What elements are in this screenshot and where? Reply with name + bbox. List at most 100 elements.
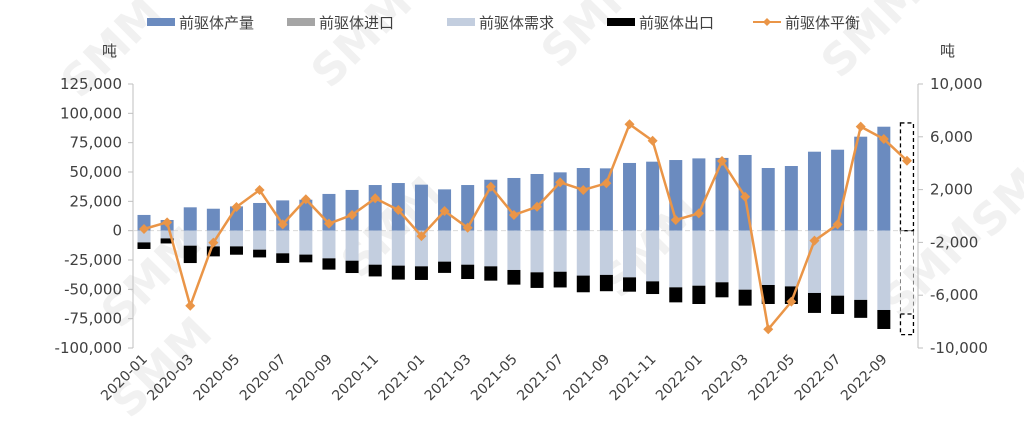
bars: [137, 122, 915, 336]
production-bar: [784, 166, 798, 231]
balance-point: [809, 235, 820, 246]
balance-point: [393, 205, 404, 216]
left-tick-label: 50,000: [70, 163, 123, 181]
demand-bar: [137, 230, 151, 243]
export-bar: [715, 282, 729, 298]
right-axis-unit: 吨: [940, 42, 955, 60]
demand-bar: [438, 230, 452, 262]
legend-swatch: [287, 18, 315, 26]
x-tick-label: 2021-07: [514, 352, 567, 405]
production-bar: [576, 168, 590, 231]
export-bar: [669, 287, 683, 303]
balance-point: [601, 178, 612, 189]
export-bar: [160, 238, 174, 244]
demand-bar: [854, 230, 868, 300]
demand-bar: [160, 230, 174, 239]
export-bar: [877, 309, 891, 329]
production-bar: [137, 214, 151, 231]
demand-bar: [831, 230, 845, 296]
x-tick-label: 2020-11: [329, 352, 382, 405]
balance-point: [508, 209, 519, 220]
demand-bar: [692, 230, 706, 286]
demand-bar: [738, 230, 752, 290]
balance-point: [185, 300, 196, 311]
export-bar: [576, 275, 590, 293]
production-bar: [599, 168, 613, 231]
export-bar: [507, 269, 521, 285]
x-tick-label: 2021-11: [607, 352, 660, 405]
demand-bar: [368, 230, 382, 265]
balance-point: [670, 214, 681, 225]
legend-label: 前驱体进口: [319, 14, 394, 32]
balance-line: [139, 119, 912, 335]
x-axis-labels: 2020-012020-032020-052020-072020-092020-…: [98, 352, 891, 405]
demand-bar: [391, 230, 405, 266]
export-bar: [899, 313, 915, 336]
export-bar: [761, 284, 775, 304]
balance-point: [532, 201, 543, 212]
production-bar: [831, 149, 845, 231]
production-bar: [461, 185, 475, 231]
export-bar: [322, 258, 336, 270]
legend-label: 前驱体产量: [179, 14, 254, 32]
balance-point: [740, 191, 751, 202]
balance-point: [254, 184, 265, 195]
demand-bar: [715, 230, 729, 283]
export-bar: [692, 285, 706, 304]
production-bar: [692, 158, 706, 231]
x-tick-label: 2022-05: [746, 352, 799, 405]
demand-bar: [484, 230, 498, 267]
export-bar: [646, 281, 660, 295]
production-bar: [206, 208, 220, 231]
export-bar: [599, 274, 613, 292]
demand-bar: [761, 230, 775, 285]
export-bar: [854, 299, 868, 318]
production-bar: [877, 126, 891, 231]
left-tick-label: -25,000: [64, 251, 122, 269]
export-bar: [183, 245, 197, 264]
legend-diamond-marker: [763, 18, 771, 26]
legend-label: 前驱体平衡: [785, 14, 860, 32]
balance-point: [439, 205, 450, 216]
export-bar: [438, 261, 452, 273]
balance-point: [555, 177, 566, 188]
production-bar: [414, 184, 428, 231]
balance-point: [485, 181, 496, 192]
right-tick-label: 6,000: [930, 128, 973, 146]
balance-point: [647, 135, 658, 146]
demand-bar: [899, 230, 914, 315]
left-tick-label: -100,000: [55, 339, 122, 357]
x-tick-label: 2020-07: [237, 352, 290, 405]
production-bar: [715, 157, 729, 231]
export-bar: [137, 242, 151, 249]
demand-bar: [623, 230, 637, 278]
production-bar: [899, 122, 915, 232]
x-tick-label: 2021-09: [561, 352, 614, 405]
left-tick-label: 100,000: [60, 104, 122, 122]
x-tick-label: 2022-01: [653, 352, 706, 405]
export-bar: [738, 289, 752, 306]
balance-point: [624, 119, 635, 130]
balance-point: [693, 208, 704, 219]
balance-point: [323, 218, 334, 229]
demand-bar: [276, 230, 290, 254]
balance-point: [832, 219, 843, 230]
balance-point: [231, 202, 242, 213]
export-bar: [299, 254, 313, 263]
demand-bar: [183, 230, 197, 246]
right-tick-label: -10,000: [930, 339, 988, 357]
export-bar: [623, 277, 637, 292]
production-bar: [761, 168, 775, 231]
production-bar: [807, 151, 821, 231]
demand-bar: [299, 230, 313, 255]
watermark: SMM: [532, 0, 652, 78]
legend: 前驱体产量 前驱体进口 前驱体需求 前驱体出口 前驱体平衡: [147, 14, 860, 32]
x-tick-label: 2022-03: [699, 352, 752, 405]
balance-point: [878, 134, 889, 145]
balance-point: [717, 155, 727, 166]
balance-point: [162, 217, 173, 228]
export-bar: [276, 253, 290, 263]
x-tick-label: 2021-01: [376, 352, 429, 405]
balance-point: [370, 193, 381, 204]
